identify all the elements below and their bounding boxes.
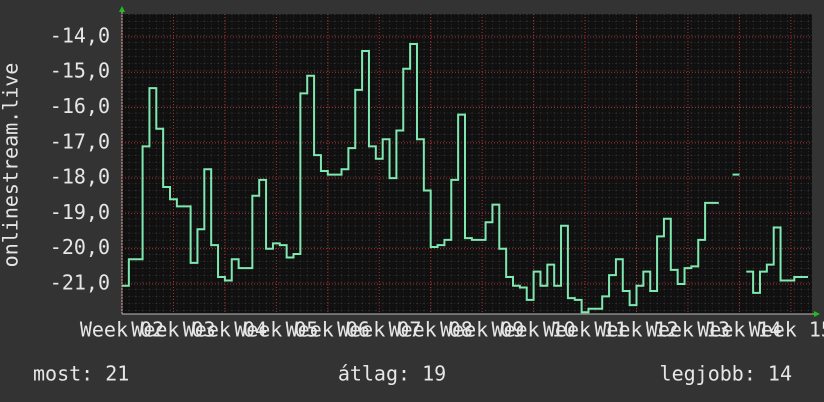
x-tick-label: Week 05 [234,318,318,342]
x-arrow [814,311,820,317]
footer-average: átlag: 19 [338,362,446,386]
y-axis-label: onlinestream.live [0,63,23,268]
y-tick-label: -18,0 [50,165,110,189]
minor-grid [122,14,812,314]
x-tick-label: Week 11 [543,318,627,342]
y-tick-label: -16,0 [50,94,110,118]
x-tick-label: Week 08 [389,318,473,342]
x-tick-label: Week 06 [286,318,370,342]
series-line [746,226,808,294]
x-tick-label: Week 12 [594,318,678,342]
x-tick-label: Week 09 [440,318,524,342]
x-tick-label: Week 02 [80,318,164,342]
y-tick-label: -17,0 [50,129,110,153]
x-tick-label: Week 15 [749,318,824,342]
x-tick-label: Week 10 [491,318,575,342]
y-arrow [119,6,125,12]
x-tick-label: Week 13 [646,318,730,342]
x-tick-label: Week 14 [697,318,781,342]
x-tick-label: Week 07 [337,318,421,342]
footer-best: legjobb: 14 [660,362,792,386]
x-tick-label: Week 04 [183,318,267,342]
y-tick-label: -15,0 [50,59,110,83]
y-tick-label: -19,0 [50,200,110,224]
x-tick-label: Week 03 [131,318,215,342]
series-line [122,43,719,314]
footer-current: most: 21 [33,362,129,386]
y-tick-label: -21,0 [50,271,110,295]
y-tick-label: -20,0 [50,235,110,259]
y-tick-label: -14,0 [50,23,110,47]
